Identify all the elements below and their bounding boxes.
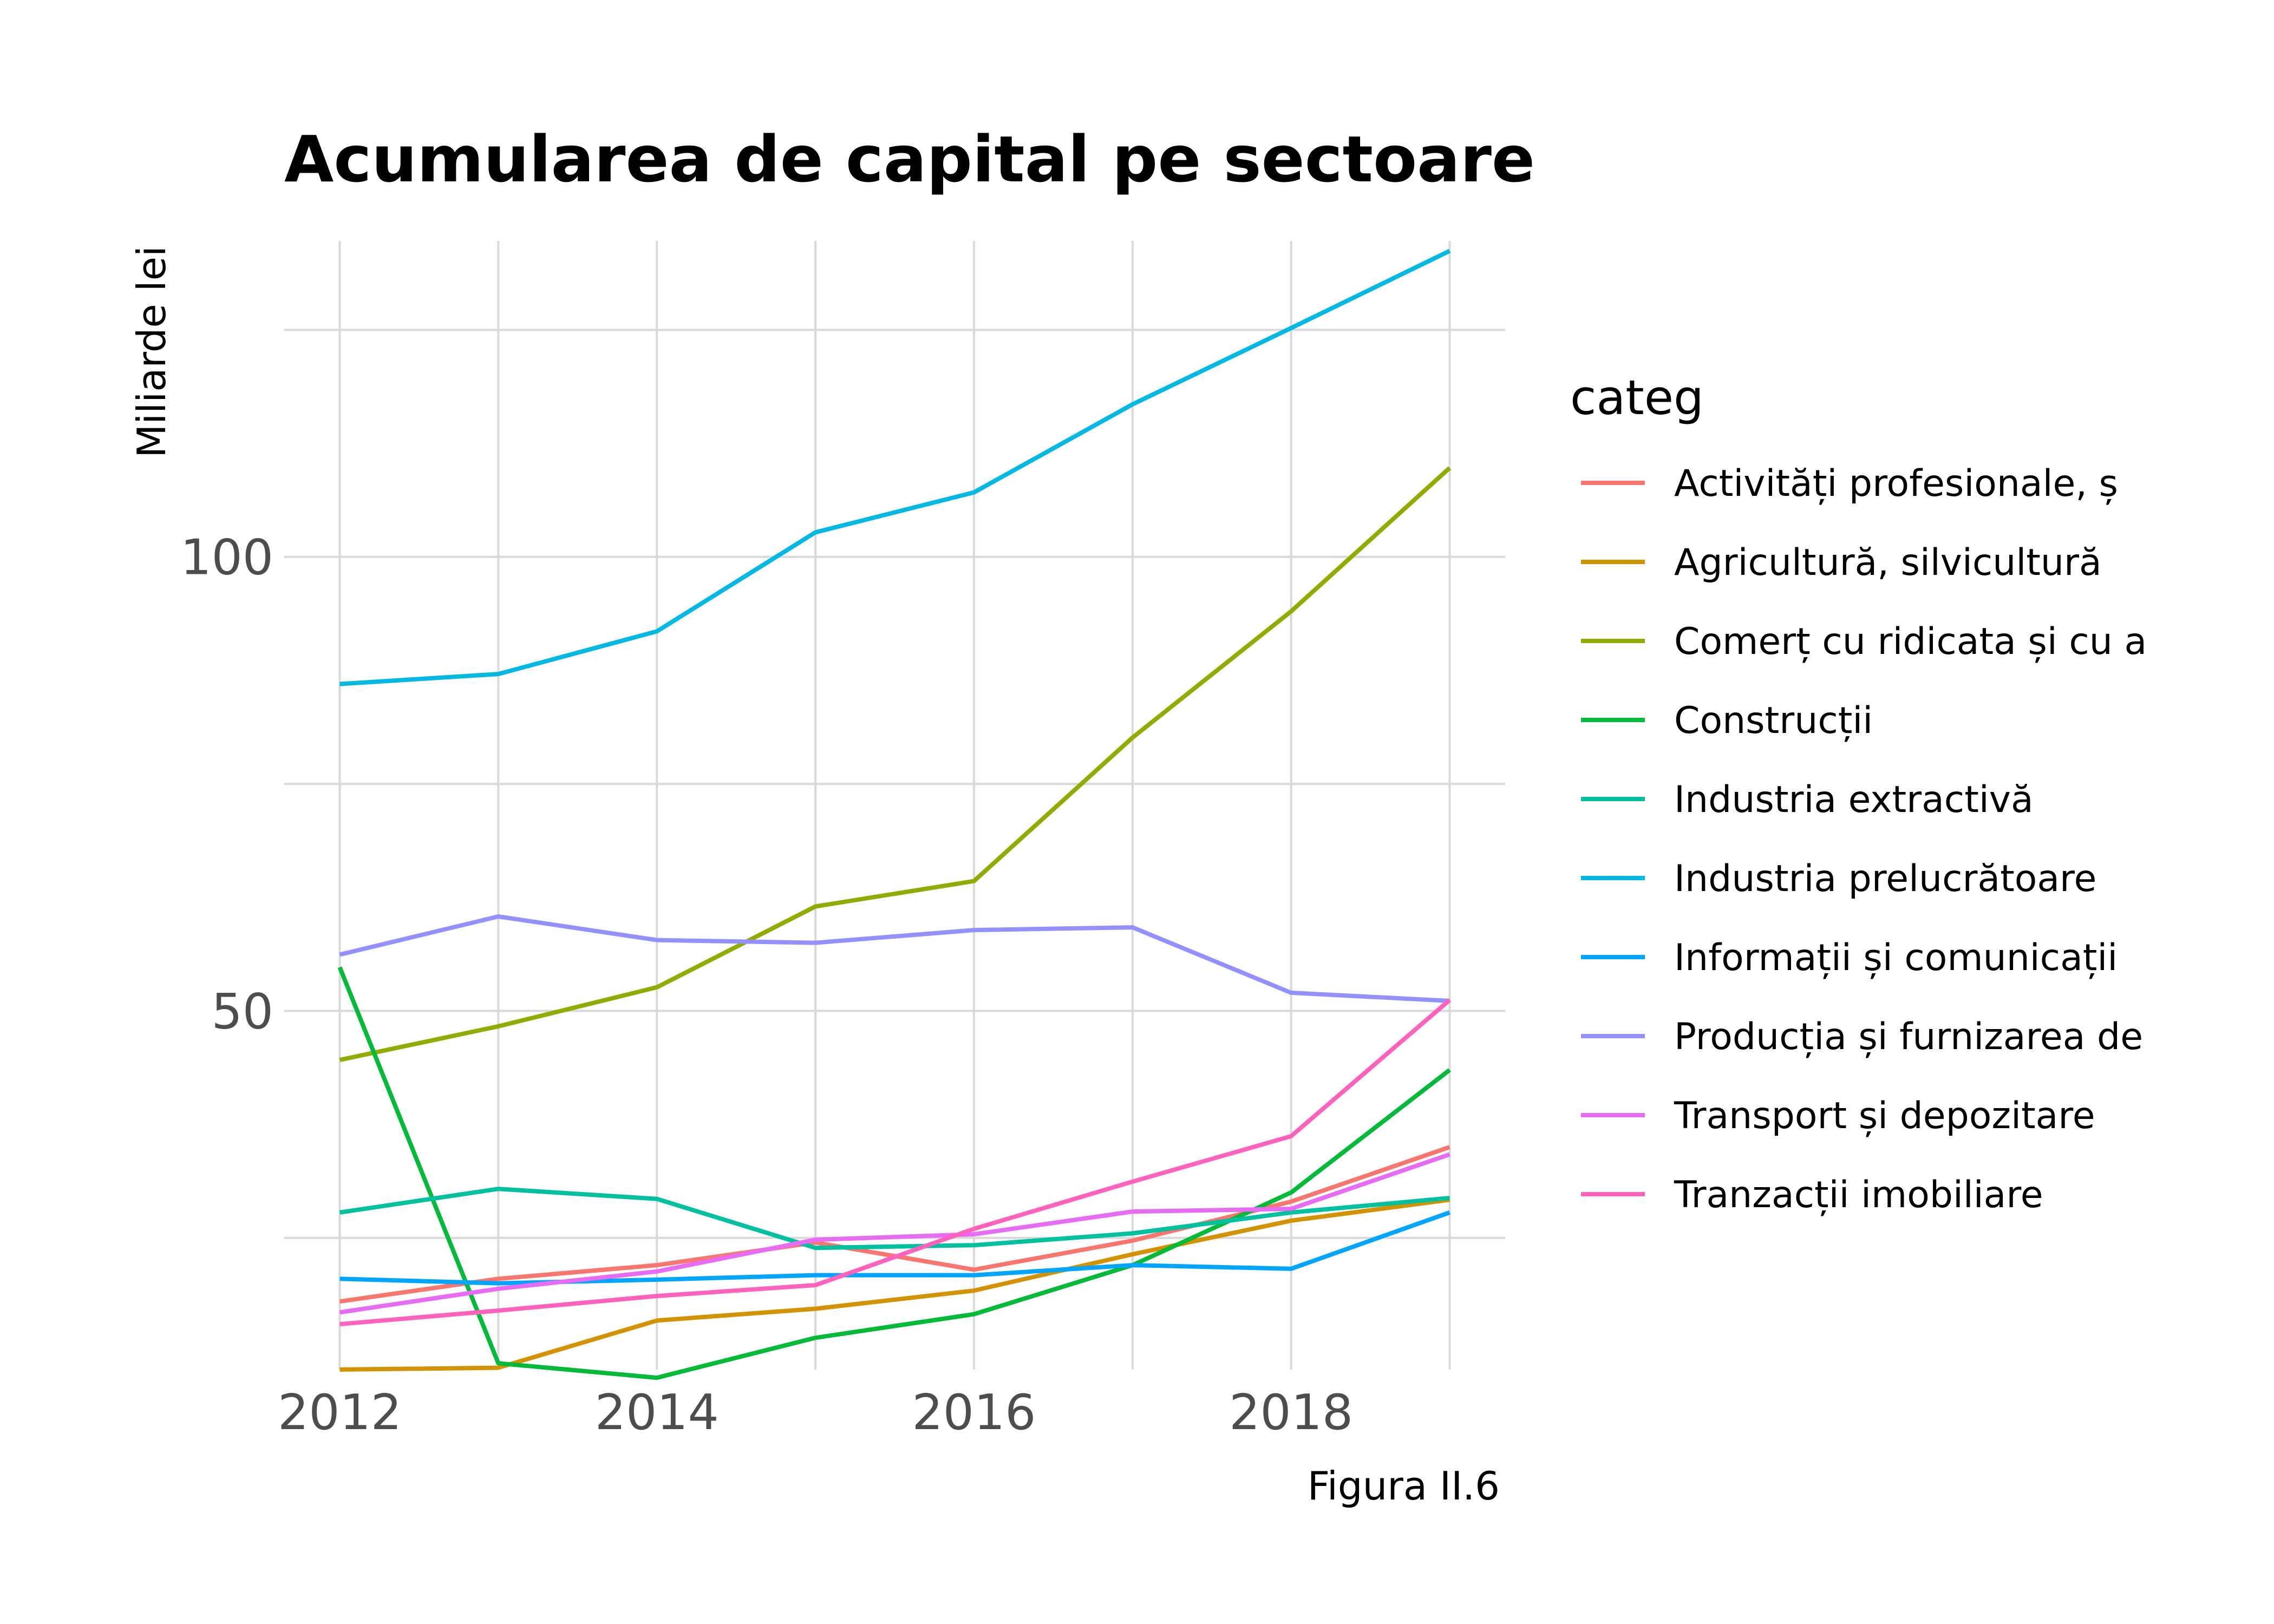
x-tick-label-2018: 2018 (1229, 1384, 1353, 1441)
legend-items: Activități profesionale, ș Agricultură, s… (1581, 462, 2147, 1216)
axis-ticks: 2012 2014 2016 2018 50 100 (180, 529, 1353, 1441)
legend-label-5: Industria extractivă (1674, 778, 2034, 821)
legend-label-4: Construcții (1674, 699, 1873, 742)
series-line-4 (337, 966, 1451, 1380)
x-tick-label-2014: 2014 (595, 1384, 719, 1441)
series-line-2 (339, 1197, 1450, 1372)
series-line-10 (339, 998, 1452, 1327)
legend-item-7: Informații și comunicații (1581, 937, 2118, 979)
legend-item-5: Industria extractivă (1581, 778, 2034, 821)
series-line-9 (339, 1152, 1450, 1315)
legend-item-4: Construcții (1581, 699, 1873, 742)
legend-item-1: Activități profesionale, ș (1581, 462, 2118, 505)
legend: categ Activități profesionale, ș Agricult… (1570, 370, 2147, 1216)
chart-title: Acumularea de capital pe sectoare (284, 122, 1535, 197)
series-line-6 (339, 248, 1451, 686)
legend-item-6: Industria prelucrătoare (1581, 857, 2096, 900)
legend-item-2: Agricultură, silvicultură (1581, 541, 2102, 584)
legend-label-7: Informații și comunicații (1674, 937, 2118, 979)
series-lines (337, 248, 1452, 1380)
legend-label-6: Industria prelucrătoare (1674, 857, 2096, 900)
grid (284, 241, 1505, 1370)
legend-label-1: Activități profesionale, ș (1674, 462, 2118, 505)
legend-label-10: Tranzacții imobiliare (1674, 1174, 2043, 1216)
legend-item-3: Comerț cu ridicata și cu a (1581, 620, 2147, 663)
x-tick-label-2016: 2016 (912, 1384, 1036, 1441)
legend-label-8: Producția și furnizarea de (1674, 1016, 2143, 1058)
series-line-5 (339, 1187, 1450, 1250)
chart-caption: Figura II.6 (1308, 1463, 1500, 1509)
legend-title: categ (1570, 370, 1704, 425)
legend-label-9: Transport și depozitare (1674, 1095, 2095, 1137)
legend-label-2: Agricultură, silvicultură (1674, 541, 2102, 584)
y-tick-label-50: 50 (211, 983, 273, 1040)
series-line-7 (339, 1210, 1450, 1286)
legend-label-3: Comerț cu ridicata și cu a (1674, 620, 2147, 663)
series-line-8 (339, 914, 1450, 1003)
y-tick-label-100: 100 (180, 529, 273, 586)
legend-item-8: Producția și furnizarea de (1581, 1016, 2143, 1058)
series-line-3 (339, 466, 1452, 1062)
legend-item-9: Transport și depozitare (1581, 1095, 2095, 1137)
legend-item-10: Tranzacții imobiliare (1581, 1174, 2043, 1216)
x-tick-label-2012: 2012 (278, 1384, 402, 1441)
y-axis-label: Miliarde lei (129, 246, 174, 458)
